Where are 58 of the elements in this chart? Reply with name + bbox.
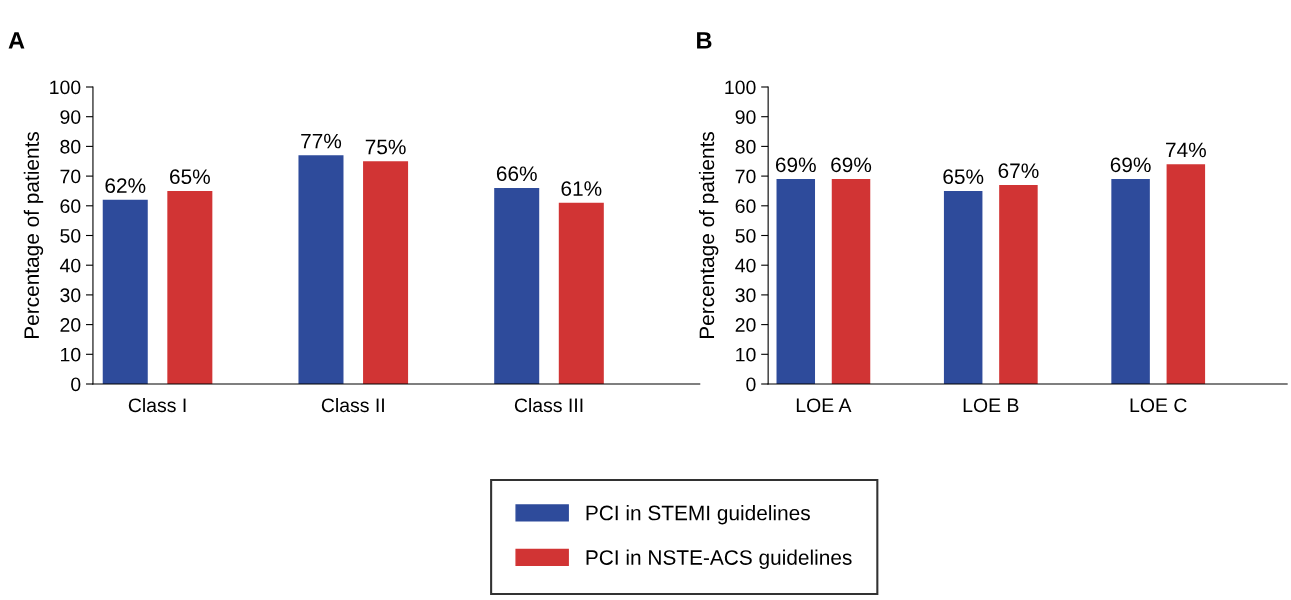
legend-label: PCI in STEMI guidelines <box>586 505 810 525</box>
bar <box>167 190 213 384</box>
y-tick-label: 70 <box>735 169 756 184</box>
data-label: 65% <box>943 169 984 185</box>
data-label: 77% <box>301 133 342 149</box>
y-tick-label: 70 <box>60 169 81 184</box>
chart-title: B <box>697 32 712 49</box>
y-tick-label: 0 <box>71 377 81 392</box>
y-tick-label: 80 <box>60 139 81 154</box>
y-tick-label: 60 <box>735 199 756 214</box>
x-tick-label: LOE C <box>1130 398 1187 413</box>
y-axis-title: Percentage of patients <box>698 132 719 339</box>
bar <box>1166 164 1206 384</box>
y-tick-label: 50 <box>735 228 756 243</box>
y-tick-label: 90 <box>735 110 756 124</box>
y-tick-label: 50 <box>60 228 81 243</box>
y-tick-label: 100 <box>725 80 756 95</box>
y-tick-label: 100 <box>50 80 81 95</box>
bar <box>102 199 148 384</box>
x-tick-label: LOE B <box>963 398 1019 413</box>
x-tick-label: Class II <box>321 397 384 413</box>
bar <box>1111 179 1150 384</box>
y-tick-label: 0 <box>746 377 756 392</box>
y-tick-label: 20 <box>60 318 81 332</box>
chart-title: A <box>8 32 25 49</box>
x-tick-label: LOE A <box>796 398 852 413</box>
y-tick-label: 10 <box>61 347 81 362</box>
data-label: 69% <box>1110 157 1151 173</box>
data-label: 69% <box>775 157 816 173</box>
y-tick-label: 30 <box>60 288 81 303</box>
y-tick-label: 60 <box>60 199 81 214</box>
y-tick-label: 90 <box>60 110 81 124</box>
bar <box>494 187 540 384</box>
data-label: 61% <box>561 181 602 196</box>
bar <box>999 185 1038 384</box>
data-label: 67% <box>998 163 1039 179</box>
data-label: 65% <box>170 169 210 185</box>
bar <box>298 155 344 384</box>
bar <box>558 202 604 384</box>
data-label: 69% <box>831 157 872 173</box>
data-label: 62% <box>105 178 146 193</box>
legend-label: PCI in NSTE-ACS guidelines <box>586 549 852 569</box>
data-label: 66% <box>496 166 537 182</box>
y-tick-label: 30 <box>735 288 756 303</box>
y-tick-label: 10 <box>736 347 756 362</box>
x-tick-label: Class I <box>128 397 186 413</box>
y-tick-label: 40 <box>59 258 81 273</box>
x-tick-label: Class III <box>514 397 583 413</box>
data-label: 74% <box>1166 142 1206 158</box>
y-tick-label: 40 <box>735 258 756 273</box>
y-axis-title: Percentage of patients <box>23 132 44 339</box>
y-tick-label: 20 <box>735 318 756 332</box>
data-label: 75% <box>365 139 406 155</box>
bar <box>831 179 871 384</box>
y-tick-label: 80 <box>735 139 756 154</box>
bar <box>363 161 409 384</box>
bar <box>943 190 983 384</box>
bar <box>776 179 816 384</box>
